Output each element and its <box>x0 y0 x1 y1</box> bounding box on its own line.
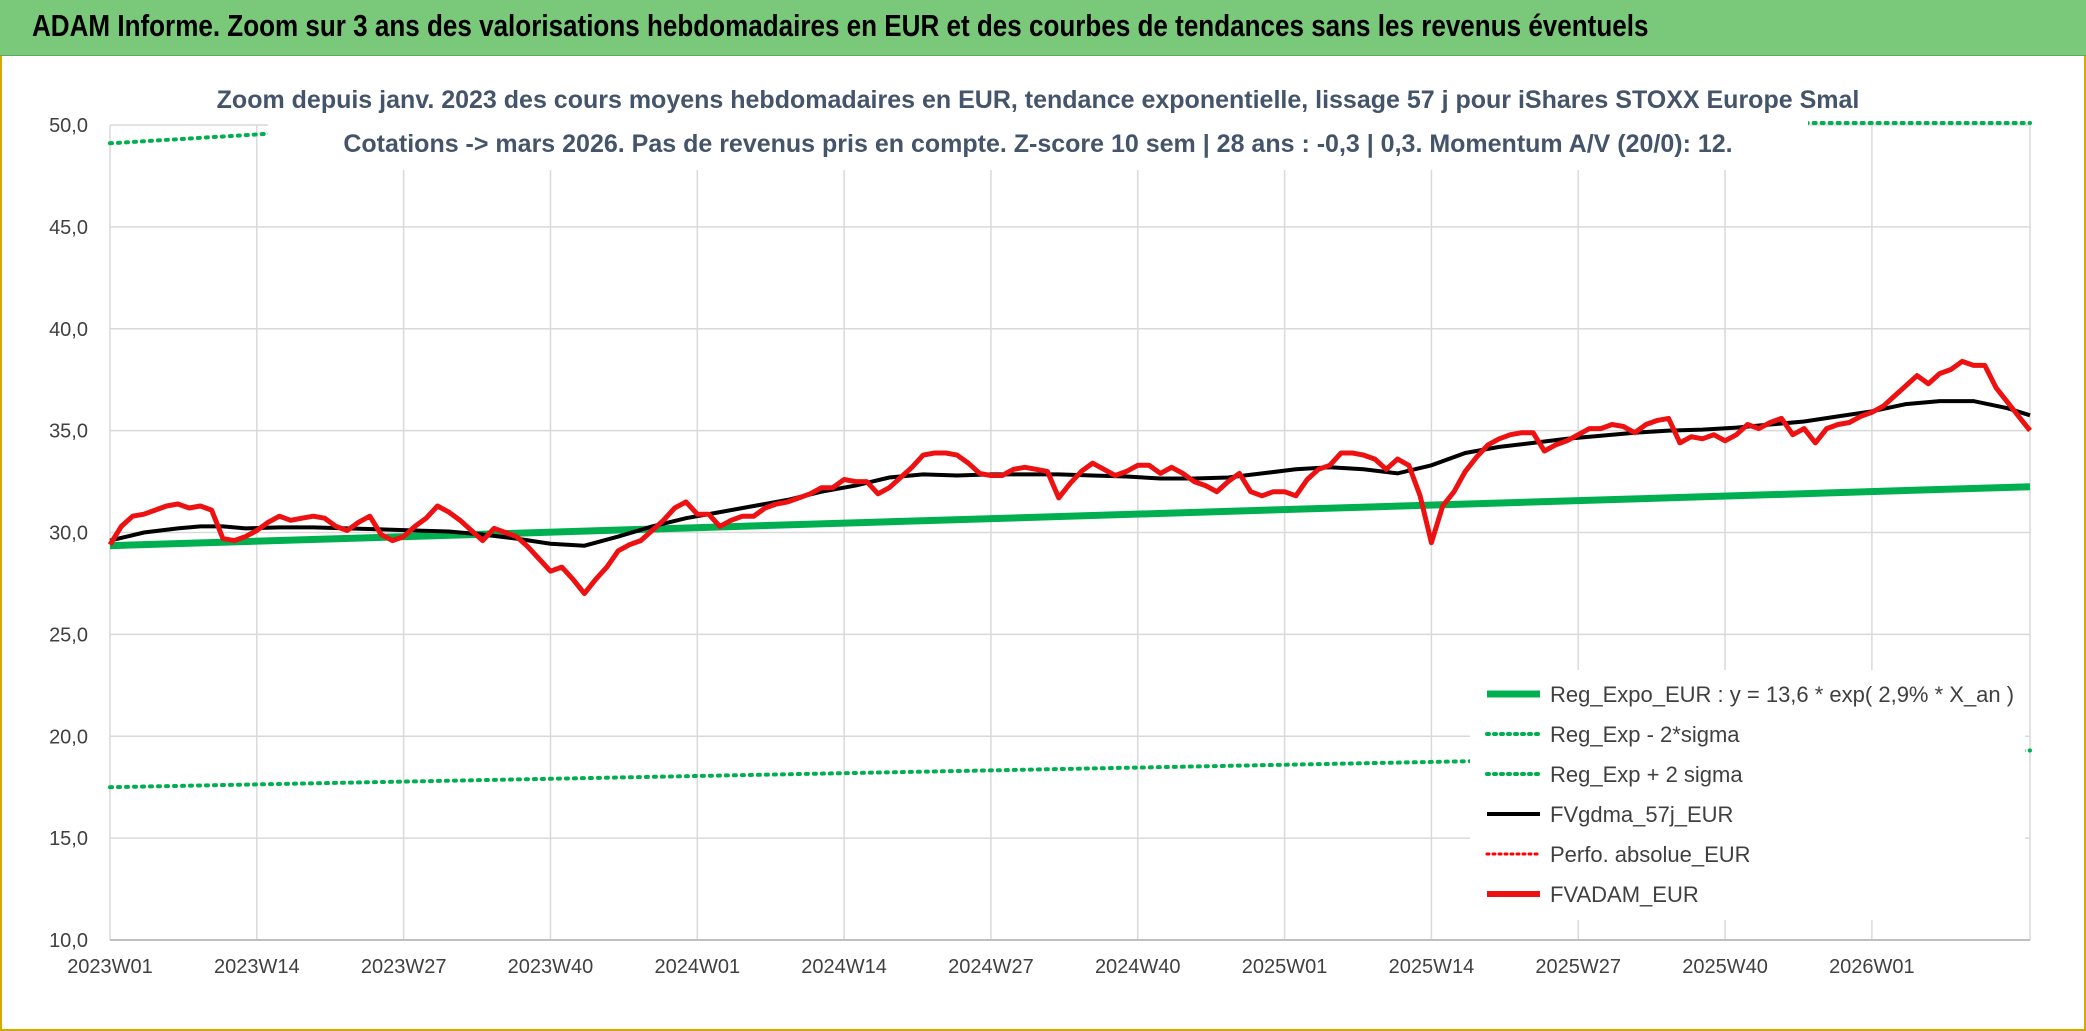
x-tick-label: 2025W27 <box>1535 956 1621 978</box>
y-tick-label: 40,0 <box>49 319 88 341</box>
chart-title-line-1: Zoom depuis janv. 2023 des cours moyens … <box>217 86 1860 114</box>
legend-item-minus-2-sigma: Reg_Exp - 2*sigma <box>1485 722 1740 747</box>
series-line-reg_expo <box>109 483 2031 550</box>
legend-label-perfo: Perfo. absolue_EUR <box>1550 842 1751 867</box>
legend-label-fvgdma: FVgdma_57j_EUR <box>1550 802 1733 827</box>
legend-item-fvgdma: FVgdma_57j_EUR <box>1487 802 1733 827</box>
x-tick-label: 2025W40 <box>1682 956 1768 978</box>
y-tick-label: 15,0 <box>49 828 88 850</box>
report-title: ADAM Informe. Zoom sur 3 ans des valoris… <box>32 8 1649 43</box>
x-tick-label: 2024W27 <box>948 956 1034 978</box>
legend-background <box>1470 670 2025 920</box>
y-tick-label: 30,0 <box>49 523 88 545</box>
legend-label-fvadam: FVADAM_EUR <box>1550 882 1699 907</box>
x-tick-label: 2024W14 <box>801 956 887 978</box>
legend-item-fvadam: FVADAM_EUR <box>1487 882 1699 907</box>
y-tick-label: 45,0 <box>49 217 88 239</box>
x-tick-label: 2024W40 <box>1095 956 1181 978</box>
legend-label-minus-2-sigma: Reg_Exp - 2*sigma <box>1550 722 1740 747</box>
y-tick-label: 35,0 <box>49 421 88 443</box>
x-tick-label: 2025W01 <box>1242 956 1328 978</box>
x-tick-label: 2025W14 <box>1389 956 1475 978</box>
y-tick-label: 10,0 <box>49 930 88 952</box>
legend-label-plus-2-sigma: Reg_Exp + 2 sigma <box>1550 762 1743 787</box>
series-line-fvadam <box>107 358 2032 597</box>
legend-label-reg-expo: Reg_Expo_EUR : y = 13,6 * exp( 2,9% * X_… <box>1550 682 2014 707</box>
x-tick-label: 2023W27 <box>361 956 447 978</box>
legend-item-reg-expo: Reg_Expo_EUR : y = 13,6 * exp( 2,9% * X_… <box>1487 682 2014 707</box>
series-line-fvgdma <box>109 399 2031 548</box>
header-bar: ADAM Informe. Zoom sur 3 ans des valoris… <box>0 0 2086 56</box>
chart-title-background <box>268 80 1808 170</box>
chart-axes: 10,0 15,0 20,0 25,0 30,0 35,0 40,0 45,0 50,0 2023… <box>49 115 2030 978</box>
chart-legend: Reg_Expo_EUR : y = 13,6 * exp( 2,9% * X_… <box>1470 670 2025 920</box>
legend-item-perfo: Perfo. absolue_EUR <box>1485 842 1751 867</box>
y-tick-label: 25,0 <box>49 624 88 646</box>
legend-item-plus-2-sigma: Reg_Exp + 2 sigma <box>1485 762 1743 787</box>
series-line-plus2sigma <box>108 121 2032 146</box>
x-tick-label: 2023W14 <box>214 956 300 978</box>
y-tick-label: 20,0 <box>49 726 88 748</box>
x-tick-label: 2024W01 <box>654 956 740 978</box>
x-tick-label: 2023W01 <box>67 956 153 978</box>
chart-title-line-2: Cotations -> mars 2026. Pas de revenus p… <box>343 130 1732 158</box>
y-tick-label: 50,0 <box>49 115 88 137</box>
x-tick-label: 2023W40 <box>508 956 594 978</box>
x-tick-label: 2026W01 <box>1829 956 1915 978</box>
